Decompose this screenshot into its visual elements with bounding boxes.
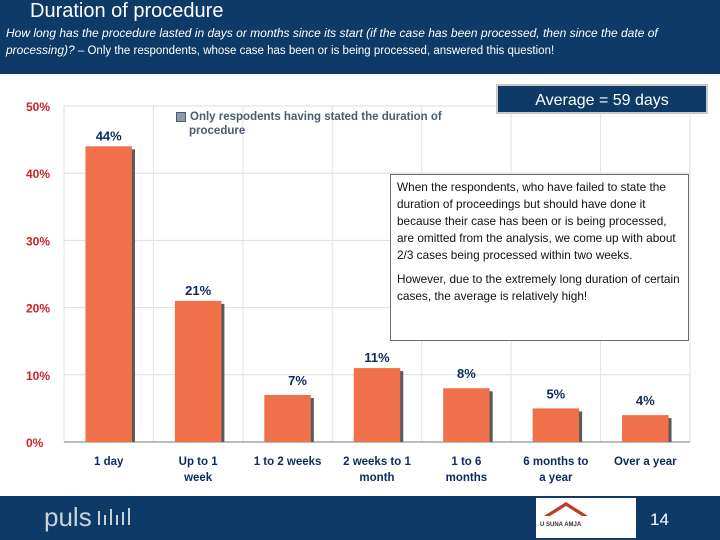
legend-label-continued: procedure	[189, 125, 246, 137]
category-label-4-1: months	[446, 472, 488, 484]
bar-3	[353, 368, 401, 442]
bar-6	[622, 415, 669, 442]
category-label-6-0: Over a year	[614, 456, 677, 468]
data-label-2: 7%	[288, 373, 307, 388]
category-label-2-0: 1 to 2 weeks	[254, 456, 322, 468]
average-badge: Average = 59 days	[496, 84, 708, 114]
partner-logo-text: U SUNA AMJA	[540, 522, 582, 528]
y-tick-label-0: 0%	[26, 436, 44, 450]
y-tick-label-1: 10%	[26, 369, 50, 383]
data-label-6: 4%	[636, 393, 655, 408]
category-label-1-0: Up to 1	[179, 456, 219, 468]
data-label-5: 5%	[546, 386, 565, 401]
bar-chart: 0% 10% 20% 30% 40% 50% 44% 1 day 21% Up to 1 week 7…	[26, 100, 691, 484]
category-label-4-0: 1 to 6	[451, 456, 481, 468]
data-label-3: 11%	[364, 350, 390, 365]
data-label-0: 44%	[96, 128, 122, 143]
category-label-0-0: 1 day	[94, 456, 124, 468]
y-tick-label-5: 50%	[26, 100, 50, 114]
category-label-5-1: a year	[539, 472, 573, 484]
bar-1	[174, 300, 222, 442]
partner-logo-icon	[544, 502, 588, 516]
category-label-3-1: month	[359, 472, 394, 484]
category-label-3-0: 2 weeks to 1	[343, 456, 411, 468]
partner-logo	[536, 498, 636, 538]
y-tick-label-2: 20%	[26, 302, 50, 316]
annotation-paragraph-1: When the respondents, who have failed to…	[397, 180, 676, 262]
chart-legend: Only respodents having stated the durati…	[176, 110, 442, 138]
y-tick-label-3: 30%	[26, 234, 50, 248]
page-number: 14	[650, 510, 669, 529]
y-tick-label-4: 40%	[26, 167, 50, 181]
bar-5	[532, 408, 580, 442]
annotation-box: When the respondents, who have failed to…	[390, 174, 689, 341]
brand-logo: puls	[44, 502, 92, 532]
page-subtitle: How long has the procedure lasted in day…	[6, 25, 711, 59]
legend-label: Only respodents having stated the durati…	[190, 111, 442, 123]
legend-swatch	[176, 111, 186, 122]
brand-bars-icon	[98, 508, 130, 525]
bar-0	[85, 146, 132, 442]
bar-4	[443, 388, 490, 442]
category-label-1-1: week	[183, 472, 213, 484]
page-title: Duration of procedure	[30, 0, 224, 22]
category-label-5-0: 6 months to	[523, 456, 588, 468]
survey-question: How long has the procedure lasted in day…	[6, 26, 658, 57]
bar-2	[264, 394, 311, 442]
annotation-paragraph-2: However, due to the extremely long durat…	[397, 272, 680, 303]
data-label-4: 8%	[457, 366, 476, 381]
question-note: – Only the respondents, whose case has b…	[74, 45, 555, 57]
data-label-1: 21%	[185, 283, 211, 298]
header-bar: Duration of procedure How long has the p…	[0, 0, 720, 74]
